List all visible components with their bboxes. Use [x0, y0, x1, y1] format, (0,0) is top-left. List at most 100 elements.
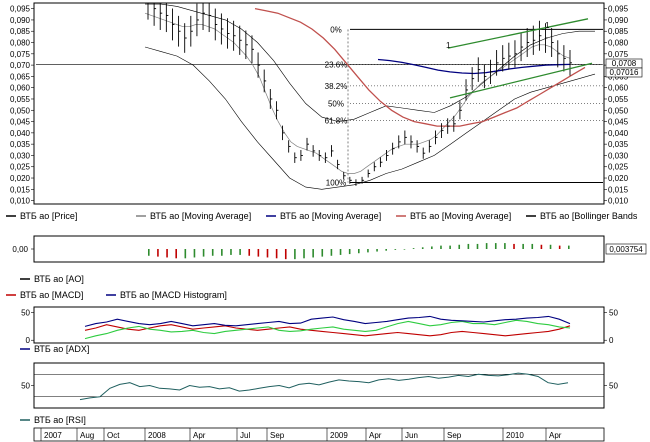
x-axis-label: Sep — [447, 431, 462, 440]
x-axis-label: 2010 — [506, 431, 524, 440]
legend-rsi: ВТБ ао [RSI] — [20, 415, 86, 425]
price-tick-label-right: 0,060 — [608, 84, 629, 93]
x-axis: 2007 Aug Oct 2008 Apr Jul Sep 2009 Apr Jun Sep 2010… — [33, 427, 605, 442]
x-axis-label: Apr — [193, 431, 206, 440]
ao-bar — [421, 247, 424, 249]
rsi-tick-label-right: 50 — [609, 382, 618, 391]
macd-y-ticks: 50 0 50 0 — [21, 309, 618, 346]
x-axis-label: 2007 — [44, 431, 62, 440]
ao-bar — [367, 249, 369, 253]
ao-bar — [193, 249, 196, 258]
ao-bar — [476, 243, 479, 249]
ao-zero-label: 0,00 — [12, 245, 28, 254]
price-value-lower: 0,07016 — [610, 68, 639, 77]
ao-bar — [385, 249, 387, 251]
x-axis-label: Apr — [549, 431, 562, 440]
ao-bar — [348, 249, 351, 255]
price-tick-label-left: 0,040 — [10, 129, 31, 138]
fib-level-label: 0% — [330, 25, 342, 34]
price-tick-label-left: 0,085 — [10, 27, 31, 36]
ao-bars — [31, 243, 570, 260]
ao-bar — [275, 249, 278, 259]
ao-bar — [303, 249, 305, 259]
trend-marker-label: 1 — [545, 21, 550, 30]
ao-bar — [467, 243, 470, 249]
x-axis-label: Oct — [107, 431, 120, 440]
ao-bar — [248, 249, 251, 256]
ao-bar — [266, 249, 269, 258]
ao-bar — [494, 243, 497, 249]
ao-bar — [202, 249, 205, 257]
price-tick-label-right: 0,015 — [608, 185, 629, 194]
ao-bar — [284, 249, 287, 260]
ao-bar — [376, 249, 378, 252]
trend-marker-label: 1 — [446, 41, 451, 50]
price-tick-label-right: 0,085 — [608, 27, 629, 36]
price-tick-label-right: 0,035 — [608, 140, 629, 149]
x-axis-label: Apr — [369, 431, 382, 440]
ao-bar — [330, 249, 333, 256]
ao-bar — [211, 249, 214, 256]
price-series-group — [144, 3, 596, 190]
bollinger-upper-line — [145, 3, 595, 122]
price-value-box-lower — [605, 67, 643, 78]
legend-label: ВТБ ао [RSI] — [34, 415, 86, 425]
ao-bar — [458, 244, 461, 249]
price-y-ticks: 0,095 0,090 0,085 0,080 0,075 0,070 0,065 0,060… — [10, 5, 629, 206]
ao-bar — [339, 249, 342, 255]
price-tick-label-left: 0,065 — [10, 72, 31, 81]
ao-value: 0,003754 — [609, 245, 643, 254]
price-tick-label-right: 0,095 — [608, 5, 629, 14]
ma-medium-line — [377, 58, 571, 75]
ma-long-line — [254, 7, 586, 127]
x-axis-frame — [33, 427, 605, 442]
legend-label: ВТБ ао [ADX] — [34, 344, 89, 354]
ao-bar — [431, 246, 433, 249]
legend-adx: ВТБ ао [ADX] — [20, 344, 89, 354]
price-tick-label-left: 0,060 — [10, 84, 31, 93]
ao-bar — [257, 249, 260, 257]
ao-bar — [148, 249, 150, 256]
macd-di-plus-line — [84, 319, 571, 340]
price-tick-label-right: 0,045 — [608, 118, 629, 127]
price-tick-label-left: 0,025 — [10, 163, 31, 172]
fib-level-label: 50% — [328, 99, 344, 108]
price-tick-label-right: 0,010 — [608, 197, 629, 206]
ao-bar — [504, 243, 506, 249]
ao-bar — [239, 249, 241, 255]
price-tick-label-right: 0,050 — [608, 106, 629, 115]
legend-label: ВТБ ао [Moving Average] — [150, 211, 251, 221]
ao-bar — [449, 245, 451, 249]
ao-bar — [221, 249, 223, 256]
price-tick-label-left: 0,090 — [10, 16, 31, 25]
price-tick-label-left: 0,050 — [10, 106, 31, 115]
macd-di-minus-line — [84, 324, 571, 337]
ao-value-box — [605, 243, 647, 255]
x-axis-label: 2008 — [148, 431, 166, 440]
legend-label: ВТБ ао [Moving Average] — [410, 211, 511, 221]
ao-bar — [440, 245, 442, 249]
ao-bar — [230, 249, 232, 255]
macd-adx-line — [84, 315, 571, 327]
trend-lines: 11 — [446, 18, 593, 99]
fib-level-label: 100% — [326, 179, 346, 188]
rsi-line — [79, 372, 569, 401]
ao-bar — [568, 245, 570, 249]
ao-bar — [540, 244, 543, 249]
x-axis-label: Aug — [80, 431, 94, 440]
price-panel: 0,095 0,090 0,085 0,080 0,075 0,070 0,065 0,060… — [10, 2, 643, 206]
ao-bar — [321, 249, 324, 257]
price-tick-label-left: 0,035 — [10, 140, 31, 149]
price-panel-frame — [33, 2, 605, 205]
legend-ao: ВТБ ао [AO] — [20, 274, 84, 284]
ao-bar — [485, 243, 488, 249]
x-axis-label: 2009 — [330, 431, 348, 440]
ao-bar — [175, 249, 177, 259]
price-tick-label-left: 0,020 — [10, 174, 31, 183]
ao-bar — [513, 243, 515, 249]
ao-bar — [558, 245, 561, 249]
price-value-upper: 0,0708 — [612, 59, 637, 68]
legend-label: ВТБ ао [AO] — [34, 274, 84, 284]
price-tick-label-right: 0,030 — [608, 151, 629, 160]
ao-bar — [412, 248, 415, 249]
